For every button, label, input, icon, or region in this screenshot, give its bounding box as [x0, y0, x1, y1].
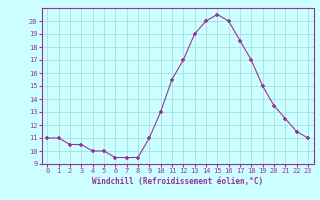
X-axis label: Windchill (Refroidissement éolien,°C): Windchill (Refroidissement éolien,°C) [92, 177, 263, 186]
